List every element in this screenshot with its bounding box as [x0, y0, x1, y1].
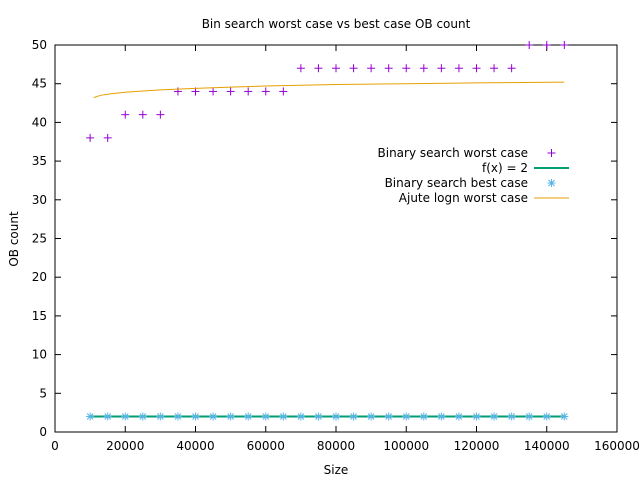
data-point — [472, 412, 481, 421]
data-point — [279, 87, 288, 96]
series-0 — [86, 41, 569, 142]
x-tick-label: 120000 — [454, 439, 500, 453]
y-tick-label: 15 — [32, 309, 47, 323]
data-point — [507, 412, 516, 421]
data-point — [156, 110, 165, 119]
data-point — [173, 412, 182, 421]
plot-frame — [54, 44, 618, 433]
x-tick-label: 0 — [51, 439, 59, 453]
data-point — [279, 412, 288, 421]
series-3 — [93, 81, 565, 99]
data-point — [314, 412, 323, 421]
data-point — [525, 412, 534, 421]
legend-label: Binary search worst case — [378, 146, 529, 160]
data-point — [209, 87, 218, 96]
data-point — [121, 110, 130, 119]
data-point — [454, 412, 463, 421]
y-tick-label: 10 — [32, 348, 47, 362]
data-point — [367, 412, 376, 421]
data-point — [244, 87, 253, 96]
data-point — [103, 133, 112, 142]
x-tick-label: 140000 — [524, 439, 570, 453]
chart-title: Bin search worst case vs best case OB co… — [202, 17, 471, 31]
data-point — [261, 87, 270, 96]
data-point — [419, 412, 428, 421]
legend-swatch — [547, 179, 556, 187]
data-point — [349, 412, 358, 421]
data-point — [296, 64, 305, 73]
y-tick-label: 5 — [39, 386, 47, 400]
data-point — [138, 412, 147, 421]
data-point — [490, 64, 499, 73]
axes: 0 20000 40000 60000 80000 100000 120000 140000 1… — [32, 38, 640, 453]
x-tick-label: 100000 — [383, 439, 429, 453]
data-point — [226, 87, 235, 96]
series-2 — [86, 412, 569, 421]
data-point — [367, 64, 376, 73]
legend-label: Binary search best case — [385, 176, 528, 190]
data-point — [86, 412, 95, 421]
x-axis-label: Size — [324, 463, 349, 477]
data-point — [156, 412, 165, 421]
data-point — [490, 412, 499, 421]
y-tick-label: 50 — [32, 38, 47, 52]
y-axis-label: OB count — [7, 211, 21, 267]
series-line — [93, 81, 565, 99]
data-point — [437, 64, 446, 73]
data-point — [138, 110, 147, 119]
data-point — [384, 412, 393, 421]
data-point — [103, 412, 112, 421]
y-tick-label: 40 — [32, 115, 47, 129]
x-tick-label: 20000 — [106, 439, 144, 453]
data-point — [191, 412, 200, 421]
data-point — [121, 412, 130, 421]
legend-swatch — [547, 149, 556, 157]
x-tick-label: 160000 — [594, 439, 640, 453]
legend-label: f(x) = 2 — [482, 161, 528, 175]
data-point — [226, 412, 235, 421]
data-point — [454, 64, 463, 73]
data-point — [402, 64, 411, 73]
legend-label: Ajute logn worst case — [399, 191, 528, 205]
x-tick-label: 60000 — [247, 439, 285, 453]
data-point — [507, 64, 516, 73]
data-point — [244, 412, 253, 421]
series-layer — [86, 41, 569, 421]
x-tick-label: 40000 — [176, 439, 214, 453]
data-point — [542, 41, 551, 49]
data-point — [419, 64, 428, 73]
data-point — [437, 412, 446, 421]
data-point — [261, 412, 270, 421]
data-point — [86, 133, 95, 142]
data-point — [525, 41, 534, 49]
data-point — [209, 412, 218, 421]
y-tick-label: 30 — [32, 193, 47, 207]
y-tick-label: 45 — [32, 77, 47, 91]
y-tick-label: 25 — [32, 232, 47, 246]
data-point — [542, 412, 551, 421]
y-tick-label: 35 — [32, 154, 47, 168]
data-point — [332, 64, 340, 73]
y-tick-label: 20 — [32, 270, 47, 284]
data-point — [349, 64, 358, 73]
data-point — [332, 412, 340, 421]
y-tick-label: 0 — [39, 425, 47, 439]
data-point — [560, 41, 569, 49]
data-point — [314, 64, 323, 73]
x-tick-label: 80000 — [317, 439, 355, 453]
data-point — [402, 412, 411, 421]
data-point — [560, 412, 569, 421]
data-point — [384, 64, 393, 73]
data-point — [472, 64, 481, 73]
data-point — [296, 412, 305, 421]
